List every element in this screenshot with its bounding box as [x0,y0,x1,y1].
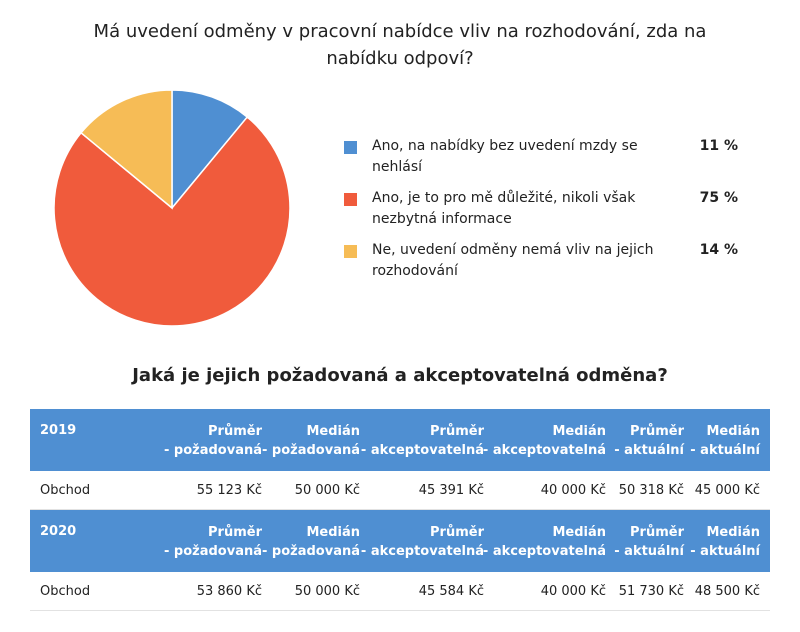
table-cell: 51 730 Kč [618,584,684,599]
legend: Ano, na nabídky bez uvedení mzdy se nehl… [344,136,744,292]
column-header: Průměr - akceptovatelná [360,424,484,458]
legend-swatch [344,141,357,154]
chart-title: Má uvedení odměny v pracovní nabídce vli… [93,21,707,69]
legend-value: 14 % [699,242,738,258]
year-label: 2019 [40,423,77,438]
table-header-row: 2019 Průměr - požadovaná Medián - požadova… [30,409,770,471]
row-label: Obchod [40,483,91,498]
pie-chart [53,89,291,327]
column-header: Medián - aktuální [690,424,760,458]
table-cell: 45 000 Kč [694,483,760,498]
table-cell: 50 000 Kč [294,584,360,599]
row-label: Obchod [40,584,91,599]
table-cell: 45 391 Kč [418,483,484,498]
column-header: Průměr - požadovaná [163,424,262,458]
table-cell: 48 500 Kč [694,584,760,599]
pie-slice-3 [80,89,173,210]
table-cell: 50 000 Kč [294,483,360,498]
column-header: Medián - požadovaná [261,424,360,458]
salary-table-2019: 2019 Průměr - požadovaná Medián - požadova… [30,409,770,510]
column-header: Medián - požadovaná [261,525,360,559]
legend-swatch [344,245,357,258]
legend-value: 11 % [699,138,738,154]
legend-label: Ano, na nabídky bez uvedení mzdy se nehl… [372,138,638,175]
table-cell: 53 860 Kč [196,584,262,599]
salary-table-2020: 2020 Průměr - požadovaná Medián - požadova… [30,510,770,611]
column-header: Průměr - aktuální [614,424,684,458]
column-header: Průměr - aktuální [614,525,684,559]
column-header: Medián - akceptovatelná [482,424,606,458]
legend-label: Ne, uvedení odměny nemá vliv na jejich r… [372,242,654,279]
legend-item: Ano, na nabídky bez uvedení mzdy se nehl… [344,136,744,188]
table-title: Jaká je jejich požadovaná a akceptovatel… [132,365,668,386]
table-cell: 55 123 Kč [196,483,262,498]
legend-swatch [344,193,357,206]
column-header: Průměr - akceptovatelná [360,525,484,559]
pie-slice-1 [171,89,249,211]
table-cell: 40 000 Kč [540,483,606,498]
table-header-row: 2020 Průměr - požadovaná Medián - požadova… [30,510,770,572]
legend-item: Ano, je to pro mě důležité, nikoli však … [344,188,744,240]
year-label: 2020 [40,524,77,539]
column-header: Medián - akceptovatelná [482,525,606,559]
pie-slice-2 [53,116,291,327]
column-header: Medián - aktuální [690,525,760,559]
table-cell: 40 000 Kč [540,584,606,599]
legend-label: Ano, je to pro mě důležité, nikoli však … [372,190,636,227]
table-cell: 50 318 Kč [618,483,684,498]
legend-item: Ne, uvedení odměny nemá vliv na jejich r… [344,240,744,292]
table-cell: 45 584 Kč [418,584,484,599]
legend-value: 75 % [699,190,738,206]
table-row: Obchod 53 860 Kč 50 000 Kč 45 584 Kč 40 … [30,572,770,611]
column-header: Průměr - požadovaná [163,525,262,559]
table-row: Obchod 55 123 Kč 50 000 Kč 45 391 Kč 40 … [30,471,770,510]
